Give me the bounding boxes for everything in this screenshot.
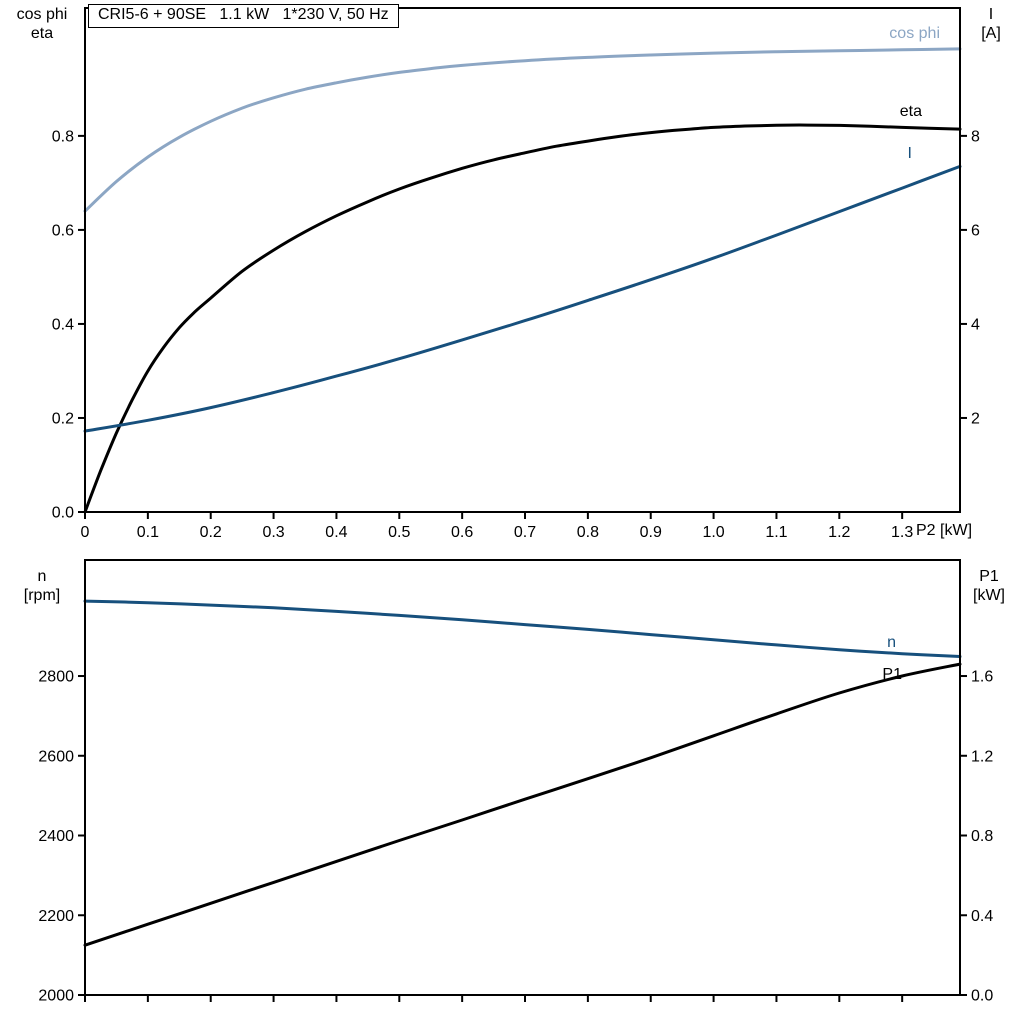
curve-label-cos-phi: cos phi xyxy=(889,25,940,42)
plot-frame xyxy=(84,7,961,513)
tick-label: 0.1 xyxy=(137,524,159,541)
top-right-axis-label: I [A] xyxy=(964,5,1018,43)
tick-label: 0.8 xyxy=(577,524,599,541)
curve-cos-phi xyxy=(83,47,962,213)
tick-label: 2600 xyxy=(38,748,74,765)
tick-label: 2800 xyxy=(38,669,74,686)
tick-label: 2 xyxy=(971,410,980,427)
tick-label: 1.2 xyxy=(971,748,993,765)
bottom-left-axis-label: n [rpm] xyxy=(4,567,80,605)
tick-label: 0.0 xyxy=(52,505,74,522)
bottom-right-axis-label: P1 [kW] xyxy=(958,567,1020,605)
tick-label: 0.8 xyxy=(971,828,993,845)
tick-label: 1.1 xyxy=(765,524,787,541)
chart-bottom: 2000 2200 2400 2600 2800 0.0 0.4 0.8 1.2 1.6 xyxy=(38,559,993,1005)
curve-label-current: I xyxy=(907,145,912,162)
plot-frame xyxy=(84,559,961,996)
tick-label: 0.3 xyxy=(262,524,284,541)
axis-label-p1: P1 xyxy=(979,568,999,585)
tick-label: 0.6 xyxy=(52,222,74,239)
curve-label-speed: n xyxy=(887,634,896,651)
axis-label-p1-unit: [kW] xyxy=(973,587,1005,604)
tick-label: 1.6 xyxy=(971,669,993,686)
x-axis-label: P2 [kW] xyxy=(916,522,973,539)
axis-label-eta: eta xyxy=(30,25,54,42)
tick-label: 2400 xyxy=(38,828,74,845)
curve-label-p1: P1 xyxy=(882,666,902,683)
pump-title-box: CRI5-6 + 90SE 1.1 kW 1*230 V, 50 Hz xyxy=(88,4,399,28)
axis-label-speed-unit: [rpm] xyxy=(23,587,61,604)
curve-p1 xyxy=(83,662,962,947)
tick-label: 6 xyxy=(971,222,980,239)
tick-label: 0.7 xyxy=(514,524,536,541)
tick-label: 4 xyxy=(971,316,980,333)
curve-label-eta: eta xyxy=(899,103,922,120)
axis-label-speed: n xyxy=(37,568,47,585)
tick-label: 0 xyxy=(81,524,90,541)
tick-label: 0.8 xyxy=(52,128,74,145)
axis-label-current-unit: [A] xyxy=(981,25,1001,42)
tick-label: 8 xyxy=(971,128,980,145)
tick-label: 0.0 xyxy=(971,988,993,1005)
tick-label: 0.9 xyxy=(640,524,662,541)
axis-label-cos-phi: cos phi xyxy=(16,6,68,23)
curve-eta xyxy=(83,123,962,514)
curve-speed xyxy=(83,599,962,658)
tick-label: 2000 xyxy=(38,988,74,1005)
chart-top: 0.0 0.2 0.4 0.6 0.8 2 4 6 8 0 0.1 0.2 0.3 0.4 0.5 0.6 0.… xyxy=(52,7,980,541)
tick-label: 0.2 xyxy=(200,524,222,541)
tick-label: 1.0 xyxy=(702,524,724,541)
tick-label: 0.4 xyxy=(971,908,993,925)
tick-label: 2200 xyxy=(38,908,74,925)
tick-label: 0.2 xyxy=(52,410,74,427)
tick-label: 0.6 xyxy=(451,524,473,541)
top-left-axis-label: cos phi eta xyxy=(4,5,80,43)
tick-label: 1.3 xyxy=(891,524,913,541)
curve-current xyxy=(83,164,962,433)
tick-label: 0.4 xyxy=(325,524,347,541)
tick-label: 0.4 xyxy=(52,316,74,333)
tick-label: 0.5 xyxy=(388,524,410,541)
axis-label-current: I xyxy=(988,6,994,23)
tick-label: 1.2 xyxy=(828,524,850,541)
